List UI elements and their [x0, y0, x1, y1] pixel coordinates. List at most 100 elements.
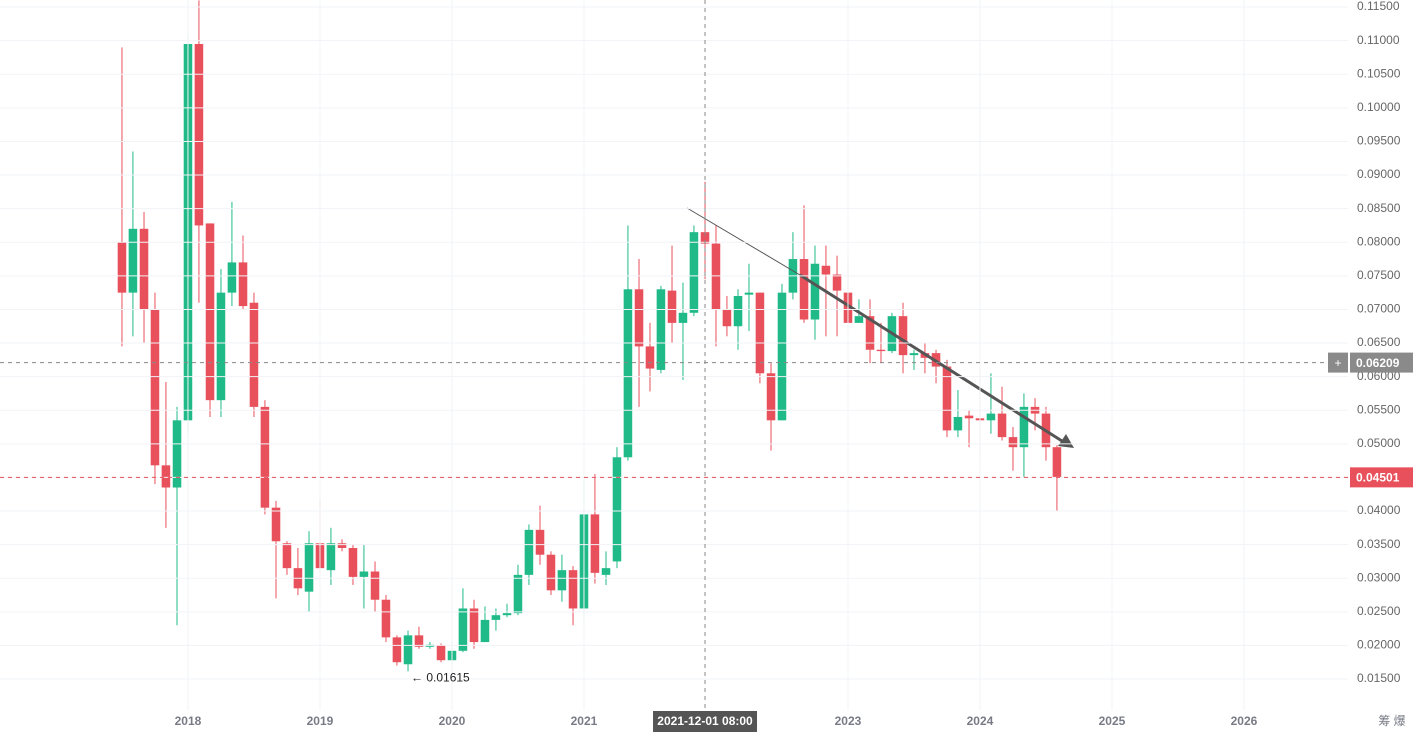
- candle-body: [348, 547, 358, 577]
- y-tick-label: 0.07500: [1357, 268, 1401, 282]
- candle-body: [304, 543, 314, 592]
- x-tick-label: 2024: [967, 714, 994, 728]
- candle-body: [326, 543, 336, 571]
- candle-body: [678, 312, 688, 323]
- candle-body: [128, 228, 138, 293]
- candle-body: [766, 373, 776, 421]
- crosshair-x-box: [653, 711, 758, 732]
- candle-body: [480, 619, 490, 643]
- candle-body: [524, 529, 534, 575]
- y-tick-label: 0.06500: [1357, 335, 1401, 349]
- candle-body: [821, 265, 831, 275]
- candle-body: [557, 570, 567, 591]
- candle-body: [909, 353, 919, 356]
- candle-body: [491, 615, 501, 620]
- candle-body: [645, 346, 655, 369]
- candle-body: [854, 316, 864, 323]
- candle-body: [711, 243, 721, 310]
- x-tick-label: 2025: [1099, 714, 1126, 728]
- candle-body: [436, 645, 446, 661]
- candle-body: [194, 44, 204, 226]
- y-tick-label: 0.02000: [1357, 638, 1401, 652]
- y-tick-label: 0.09000: [1357, 167, 1401, 181]
- y-tick-label: 0.07000: [1357, 302, 1401, 316]
- candle-body: [161, 465, 171, 488]
- last-price-label: 0.04501: [1356, 471, 1400, 485]
- candle-body: [656, 289, 666, 370]
- y-tick-label: 0.10500: [1357, 66, 1401, 80]
- candle-body: [392, 637, 402, 663]
- x-tick-label: 2026: [1231, 714, 1258, 728]
- x-tick-label: 2020: [439, 714, 466, 728]
- y-tick-label: 0.10000: [1357, 100, 1401, 114]
- crosshair-price-box: [1328, 352, 1348, 373]
- candle-body: [623, 289, 633, 458]
- candle-body: [799, 259, 809, 320]
- last-price-box: [1350, 467, 1413, 488]
- candle-body: [634, 289, 644, 347]
- trend-line: [799, 273, 1063, 443]
- candle-body: [986, 413, 996, 421]
- candle-body: [381, 599, 391, 638]
- y-tick-label: 0.02500: [1357, 604, 1401, 618]
- candle-body: [271, 507, 281, 542]
- y-tick-label: 0.09500: [1357, 134, 1401, 148]
- candle-body: [953, 416, 963, 431]
- candle-body: [359, 571, 369, 577]
- candle-body: [700, 232, 710, 244]
- candle-body: [260, 406, 270, 508]
- candle-body: [568, 570, 578, 609]
- candle-body: [238, 262, 248, 307]
- y-tick-label: 0.08000: [1357, 234, 1401, 248]
- candle-body: [964, 415, 974, 419]
- candle-body: [458, 608, 468, 651]
- candle-body: [205, 223, 215, 401]
- candle-body: [997, 413, 1007, 438]
- candle-body: [546, 554, 556, 591]
- x-tick-label: 2019: [307, 714, 334, 728]
- candle-body: [865, 316, 875, 350]
- candle-body: [150, 309, 160, 466]
- y-tick-label: 0.01500: [1357, 671, 1401, 685]
- y-tick-label: 0.04000: [1357, 503, 1401, 517]
- candle-body: [139, 228, 149, 310]
- candle-body: [117, 242, 127, 293]
- low-annotation: ← 0.01615: [411, 670, 470, 684]
- candle-body: [689, 232, 699, 313]
- candle-body: [722, 309, 732, 327]
- candle-body: [227, 262, 237, 293]
- candle-body: [590, 514, 600, 573]
- candle-body: [414, 635, 424, 647]
- candle-body: [898, 316, 908, 356]
- candle-body: [249, 302, 259, 407]
- add-button[interactable]: +: [1334, 356, 1341, 370]
- trend-line: [686, 207, 801, 276]
- candle-body: [403, 635, 413, 665]
- x-tick-label: 2021: [571, 714, 598, 728]
- candle-body: [469, 608, 479, 643]
- y-tick-label: 0.03500: [1357, 537, 1401, 551]
- candle-body: [172, 420, 182, 488]
- candle-body: [777, 292, 787, 421]
- candle-body: [370, 571, 380, 600]
- y-tick-label: 0.03000: [1357, 570, 1401, 584]
- corner-text: 筹 爆: [1378, 714, 1405, 728]
- y-tick-label: 0.05000: [1357, 436, 1401, 450]
- y-tick-label: 0.05500: [1357, 402, 1401, 416]
- x-tick-label: 2018: [175, 714, 202, 728]
- candle-body: [612, 457, 622, 562]
- candle-body: [810, 263, 820, 320]
- candle-body: [876, 349, 886, 352]
- candle-body: [832, 274, 842, 291]
- crosshair-x-label: 2021-12-01 08:00: [657, 714, 753, 728]
- candle-body: [1019, 406, 1029, 448]
- candle-body: [337, 543, 347, 548]
- candle-body: [601, 568, 611, 575]
- trend-arrow-head: [1058, 434, 1074, 448]
- candle-body: [667, 290, 677, 323]
- y-tick-label: 0.08500: [1357, 201, 1401, 215]
- y-tick-label: 0.11000: [1357, 33, 1400, 47]
- candle-body: [216, 292, 226, 401]
- candle-body: [1008, 437, 1018, 448]
